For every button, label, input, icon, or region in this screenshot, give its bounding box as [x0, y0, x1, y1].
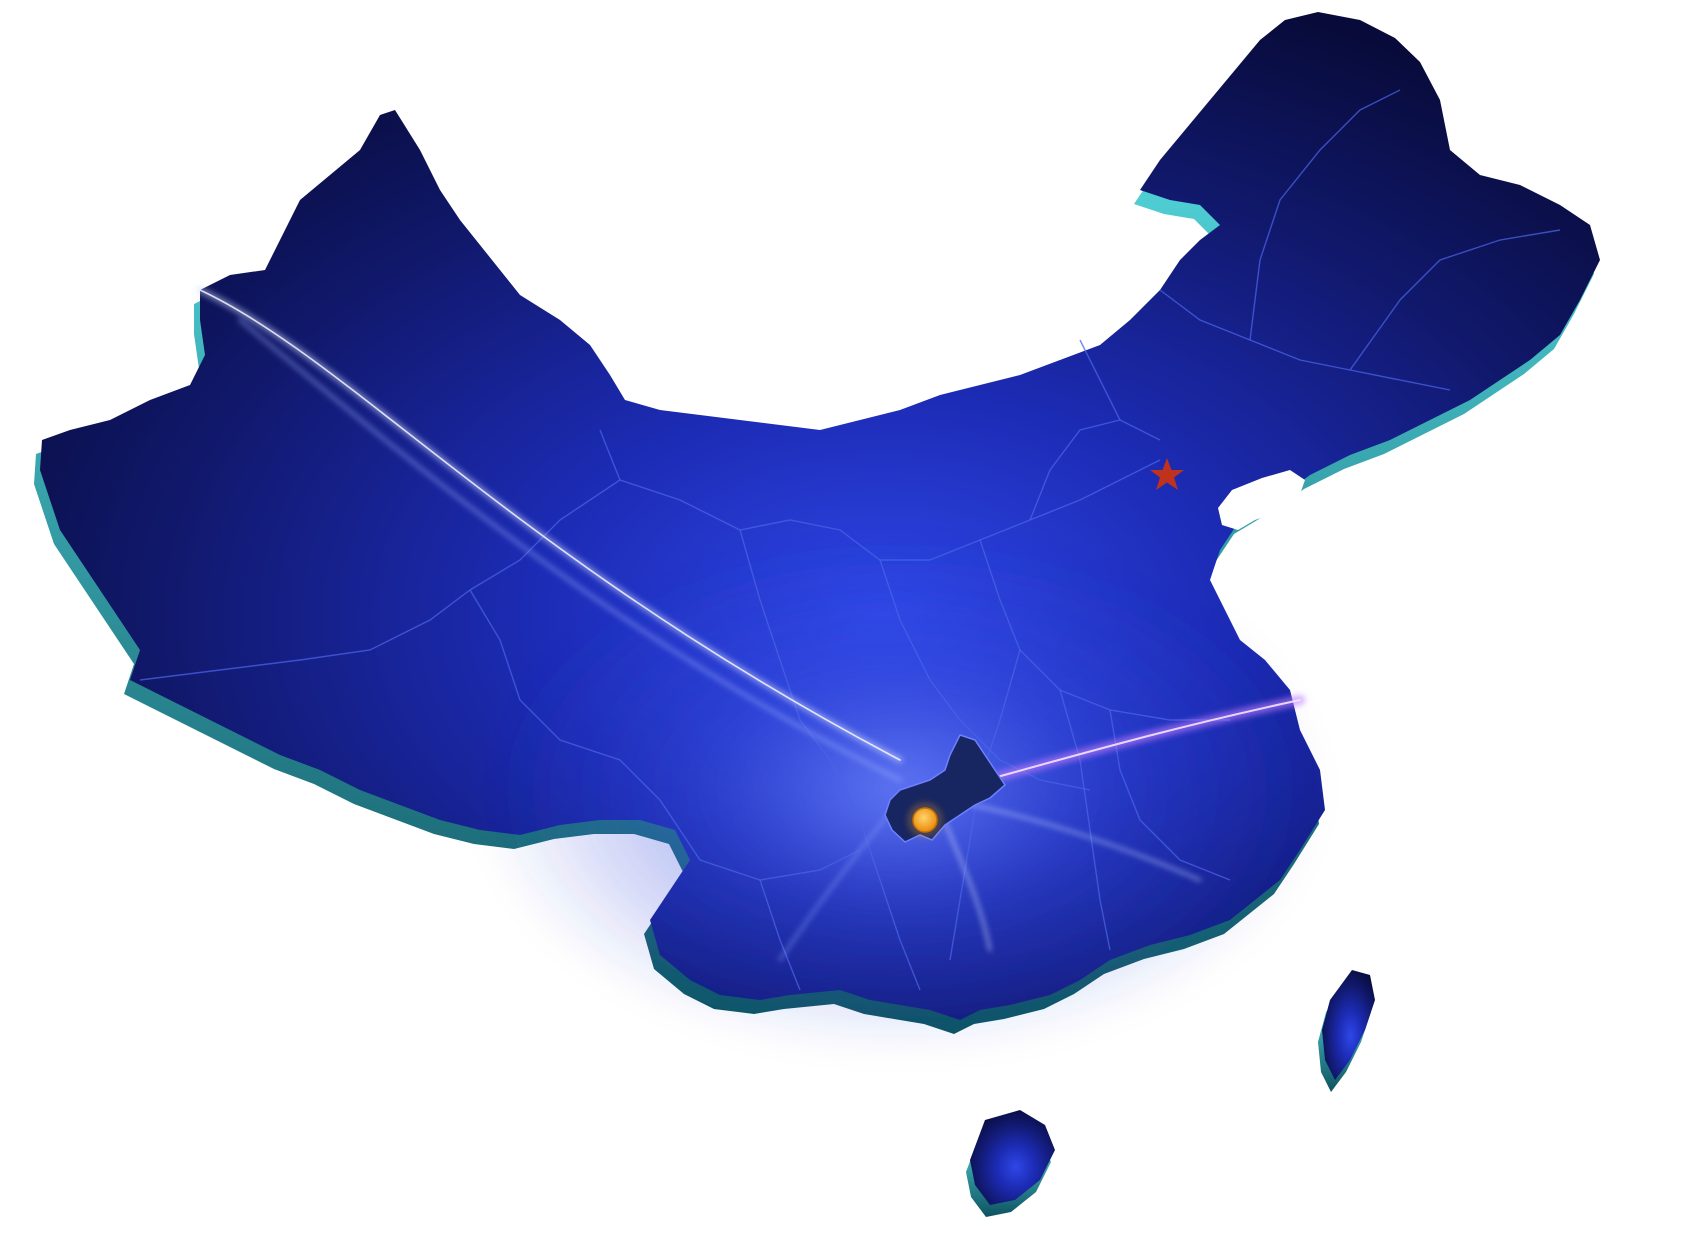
star-icon: [1150, 458, 1184, 490]
taiwan-island: [1318, 970, 1375, 1092]
hainan-island: [966, 1110, 1055, 1217]
location-dot-icon: [907, 802, 943, 838]
bohai-sea: [1218, 470, 1305, 530]
light-streaks: [197, 287, 1305, 962]
